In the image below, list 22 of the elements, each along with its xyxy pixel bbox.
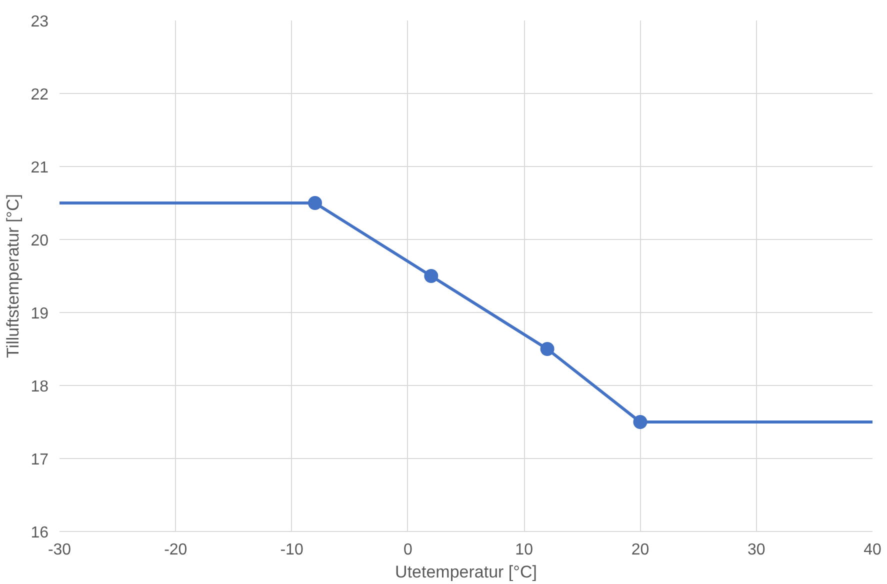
x-axis-title: Utetemperatur [°C]	[395, 562, 537, 582]
y-tick-label: 18	[30, 378, 49, 396]
y-tick-label: 19	[30, 306, 49, 322]
x-tick-label: 0	[403, 542, 412, 558]
x-tick-label: -10	[280, 542, 304, 558]
y-axis-title: Tilluftstemperatur [°C]	[4, 194, 23, 358]
y-tick-label: 16	[30, 524, 49, 542]
y-tick-label: 22	[30, 86, 49, 104]
x-tick-label: -30	[48, 542, 72, 558]
y-tick-label: 20	[30, 232, 49, 250]
x-tick-label: 10	[515, 542, 534, 558]
point	[540, 342, 554, 356]
point	[424, 269, 438, 283]
point	[633, 415, 648, 429]
y-tick-label: 21	[30, 160, 49, 176]
y-tick-label: 23	[30, 14, 49, 30]
x-tick-label: 30	[747, 542, 766, 558]
x-tick-label: -20	[164, 542, 188, 558]
point	[308, 196, 322, 210]
y-tick-label: 17	[30, 452, 49, 468]
x-tick-label: 20	[631, 542, 650, 558]
x-tick-label: 40	[864, 542, 882, 558]
